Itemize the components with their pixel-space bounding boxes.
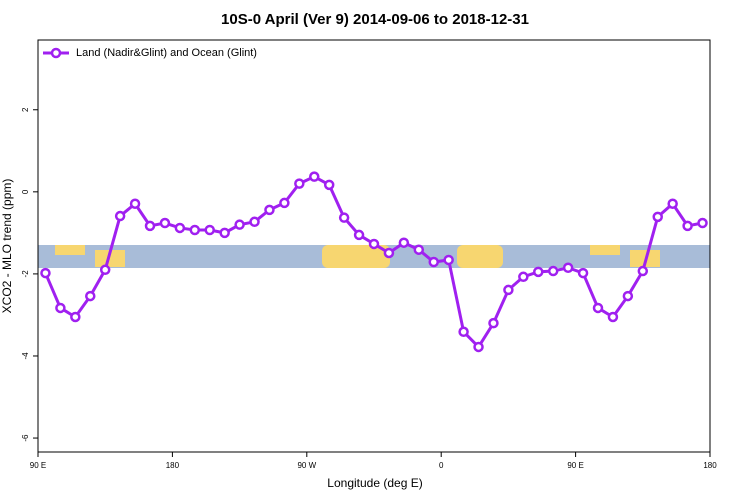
y-axis-label: XCO2 - MLO trend (ppm) bbox=[0, 179, 14, 314]
y-tick-label: -6 bbox=[21, 434, 30, 442]
data-point bbox=[398, 237, 410, 248]
data-point bbox=[144, 220, 156, 232]
data-point bbox=[503, 284, 514, 296]
data-point bbox=[55, 302, 66, 314]
x-tick-label: 90 W bbox=[297, 461, 316, 470]
data-point bbox=[189, 224, 201, 236]
data-point bbox=[234, 219, 245, 230]
legend bbox=[39, 41, 289, 65]
data-point bbox=[85, 290, 96, 302]
data-point bbox=[413, 244, 425, 255]
data-point bbox=[458, 326, 469, 338]
y-tick-label: -4 bbox=[21, 352, 30, 360]
x-tick-label: 90 E bbox=[567, 461, 583, 470]
chart-title: 10S-0 April (Ver 9) 2014-09-06 to 2018-1… bbox=[221, 11, 529, 28]
data-point bbox=[697, 217, 708, 229]
data-point bbox=[294, 178, 305, 189]
legend-swatch-marker bbox=[50, 47, 62, 59]
data-point bbox=[204, 224, 215, 236]
data-point bbox=[99, 264, 111, 276]
data-point bbox=[547, 265, 559, 277]
plot-frame bbox=[37, 39, 711, 453]
land-patch bbox=[322, 245, 390, 268]
data-point bbox=[114, 210, 126, 222]
data-point bbox=[368, 238, 380, 250]
land-patch bbox=[55, 245, 85, 255]
data-point bbox=[249, 216, 260, 228]
x-tick-label: 180 bbox=[166, 461, 180, 470]
x-axis-label: Longitude (deg E) bbox=[327, 476, 422, 490]
data-point bbox=[159, 217, 171, 229]
data-point bbox=[562, 262, 574, 273]
x-tick-label: 180 bbox=[703, 461, 717, 470]
data-point bbox=[488, 317, 499, 329]
land-patch bbox=[590, 245, 620, 255]
data-point bbox=[533, 266, 544, 278]
data-point bbox=[637, 265, 649, 277]
y-tick-label: -2 bbox=[21, 270, 30, 278]
data-point bbox=[667, 198, 678, 209]
x-tick-label: 90 E bbox=[30, 461, 46, 470]
data-point bbox=[652, 211, 663, 223]
data-point bbox=[309, 171, 320, 182]
data-point bbox=[174, 222, 186, 234]
y-tick-label: 2 bbox=[21, 107, 30, 112]
legend-label: Land (Nadir&Glint) and Ocean (Glint) bbox=[76, 47, 257, 59]
data-point bbox=[338, 212, 350, 223]
data-point bbox=[577, 267, 589, 279]
data-point bbox=[682, 220, 693, 232]
data-point bbox=[607, 311, 619, 323]
y-tick-label: 0 bbox=[21, 189, 30, 194]
data-point bbox=[219, 227, 230, 239]
data-point bbox=[622, 290, 634, 302]
data-point bbox=[70, 311, 81, 323]
map-band bbox=[38, 245, 710, 268]
data-point bbox=[592, 302, 604, 314]
data-point bbox=[323, 179, 335, 191]
data-point bbox=[443, 254, 454, 266]
data-point bbox=[518, 271, 529, 283]
land-patch bbox=[457, 245, 503, 268]
data-point bbox=[473, 341, 484, 353]
data-point bbox=[40, 267, 51, 279]
data-point bbox=[428, 256, 439, 268]
data-point bbox=[129, 198, 141, 209]
data-point bbox=[383, 247, 395, 259]
data-point bbox=[353, 229, 365, 241]
data-point bbox=[264, 204, 275, 216]
land-patch bbox=[95, 250, 125, 267]
x-tick-label: 0 bbox=[439, 461, 444, 470]
data-point bbox=[279, 197, 290, 209]
